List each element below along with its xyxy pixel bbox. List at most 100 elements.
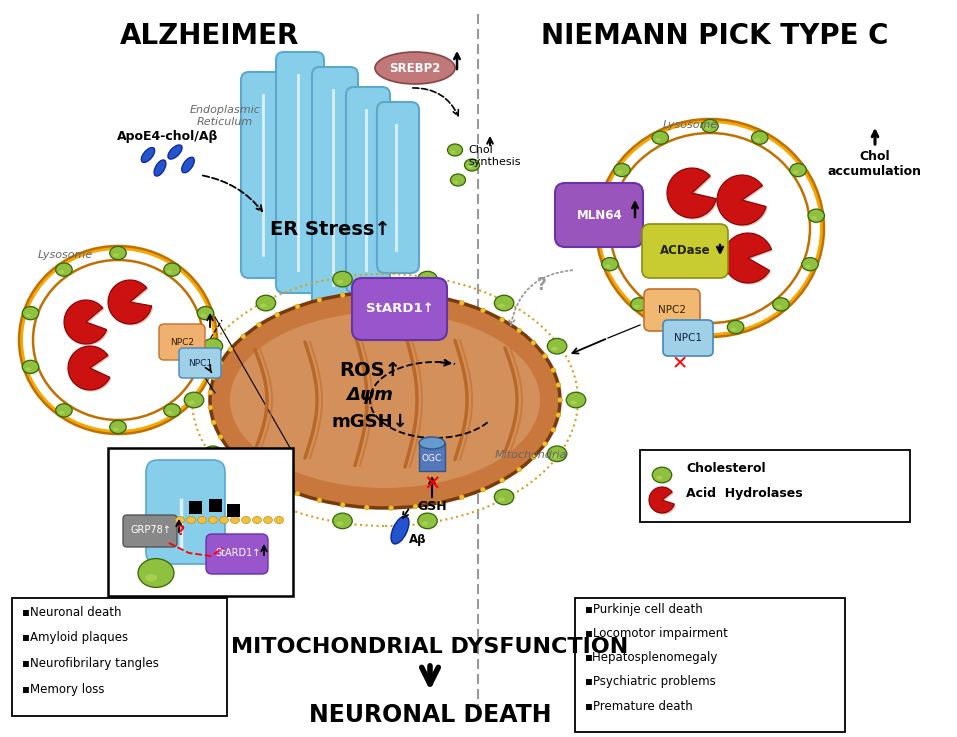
Text: ▪Locomotor impairment: ▪Locomotor impairment [585,627,728,640]
Text: Lysosome: Lysosome [37,250,93,260]
Text: GRP78↑: GRP78↑ [130,525,171,535]
Ellipse shape [480,308,485,313]
Ellipse shape [110,246,126,259]
Text: NPC1: NPC1 [188,358,212,368]
Ellipse shape [531,455,536,460]
Ellipse shape [275,517,283,523]
Wedge shape [667,168,717,218]
Ellipse shape [567,392,586,408]
Ellipse shape [600,123,820,333]
Text: MITOCHONDRIAL DYSFUNCTION: MITOCHONDRIAL DYSFUNCTION [232,637,629,657]
Ellipse shape [613,164,631,177]
Ellipse shape [203,338,223,354]
Ellipse shape [556,383,561,388]
Ellipse shape [499,304,504,307]
Text: NPC2: NPC2 [658,305,686,315]
Ellipse shape [802,257,818,270]
Ellipse shape [185,392,204,408]
Ellipse shape [209,517,217,523]
Ellipse shape [418,271,437,287]
Ellipse shape [256,296,276,311]
Ellipse shape [228,448,233,453]
Ellipse shape [19,246,217,434]
Wedge shape [108,280,151,324]
Ellipse shape [317,297,322,302]
Text: GSH: GSH [417,500,447,514]
Ellipse shape [208,390,212,395]
Ellipse shape [812,216,816,220]
Ellipse shape [207,455,213,458]
Ellipse shape [59,270,64,273]
Ellipse shape [175,517,185,523]
FancyBboxPatch shape [644,289,700,331]
Text: MAM: MAM [186,604,214,617]
Ellipse shape [422,522,428,525]
FancyBboxPatch shape [640,450,910,522]
Ellipse shape [22,360,38,374]
Bar [189,501,202,514]
Ellipse shape [333,513,352,528]
Ellipse shape [495,296,514,311]
Ellipse shape [138,559,174,587]
Ellipse shape [634,305,639,308]
Ellipse shape [340,293,345,298]
Text: Δψm: Δψm [346,386,393,404]
Wedge shape [68,346,110,390]
Ellipse shape [203,446,223,461]
Ellipse shape [167,145,182,159]
FancyBboxPatch shape [377,102,419,273]
Ellipse shape [154,160,166,176]
Ellipse shape [59,411,64,414]
Ellipse shape [295,304,300,309]
Ellipse shape [570,401,577,405]
Text: NEURONAL DEATH: NEURONAL DEATH [309,703,551,727]
Ellipse shape [189,401,194,405]
Ellipse shape [656,139,661,142]
Text: ▪Neuronal death: ▪Neuronal death [22,606,122,618]
Text: ▪Neurofibrilary tangles: ▪Neurofibrilary tangles [22,657,159,671]
Ellipse shape [201,314,206,317]
Ellipse shape [142,147,155,162]
Ellipse shape [33,260,203,420]
Ellipse shape [454,181,458,184]
Text: mGSH↓: mGSH↓ [332,413,409,431]
Text: ▪Amyloid plaques: ▪Amyloid plaques [22,632,128,644]
Text: ApoE4-chol/Aβ: ApoE4-chol/Aβ [118,130,219,143]
Ellipse shape [219,517,229,523]
Wedge shape [724,234,773,284]
Ellipse shape [167,270,172,273]
Ellipse shape [22,307,38,320]
Ellipse shape [241,334,246,339]
Ellipse shape [113,427,119,431]
Ellipse shape [500,478,504,483]
Ellipse shape [793,170,798,174]
Ellipse shape [145,574,157,581]
Ellipse shape [412,504,418,509]
Ellipse shape [468,166,473,169]
Ellipse shape [464,159,479,171]
FancyBboxPatch shape [241,72,289,278]
Ellipse shape [751,131,768,144]
Ellipse shape [653,467,672,483]
Ellipse shape [543,441,547,447]
Ellipse shape [187,517,195,523]
Ellipse shape [547,446,567,461]
Ellipse shape [260,304,267,307]
Ellipse shape [340,503,345,507]
Ellipse shape [197,307,213,320]
Ellipse shape [256,472,261,478]
FancyBboxPatch shape [123,515,177,547]
Ellipse shape [208,405,212,410]
Bar [227,504,240,517]
Text: StARD1↑: StARD1↑ [367,301,434,315]
Bar [209,499,222,512]
Ellipse shape [241,517,251,523]
Ellipse shape [26,314,31,317]
FancyBboxPatch shape [108,448,293,596]
Ellipse shape [617,170,622,174]
Ellipse shape [295,491,300,496]
Ellipse shape [499,497,504,501]
FancyBboxPatch shape [575,598,845,732]
Text: NPC2: NPC2 [170,338,194,346]
Ellipse shape [218,434,223,439]
